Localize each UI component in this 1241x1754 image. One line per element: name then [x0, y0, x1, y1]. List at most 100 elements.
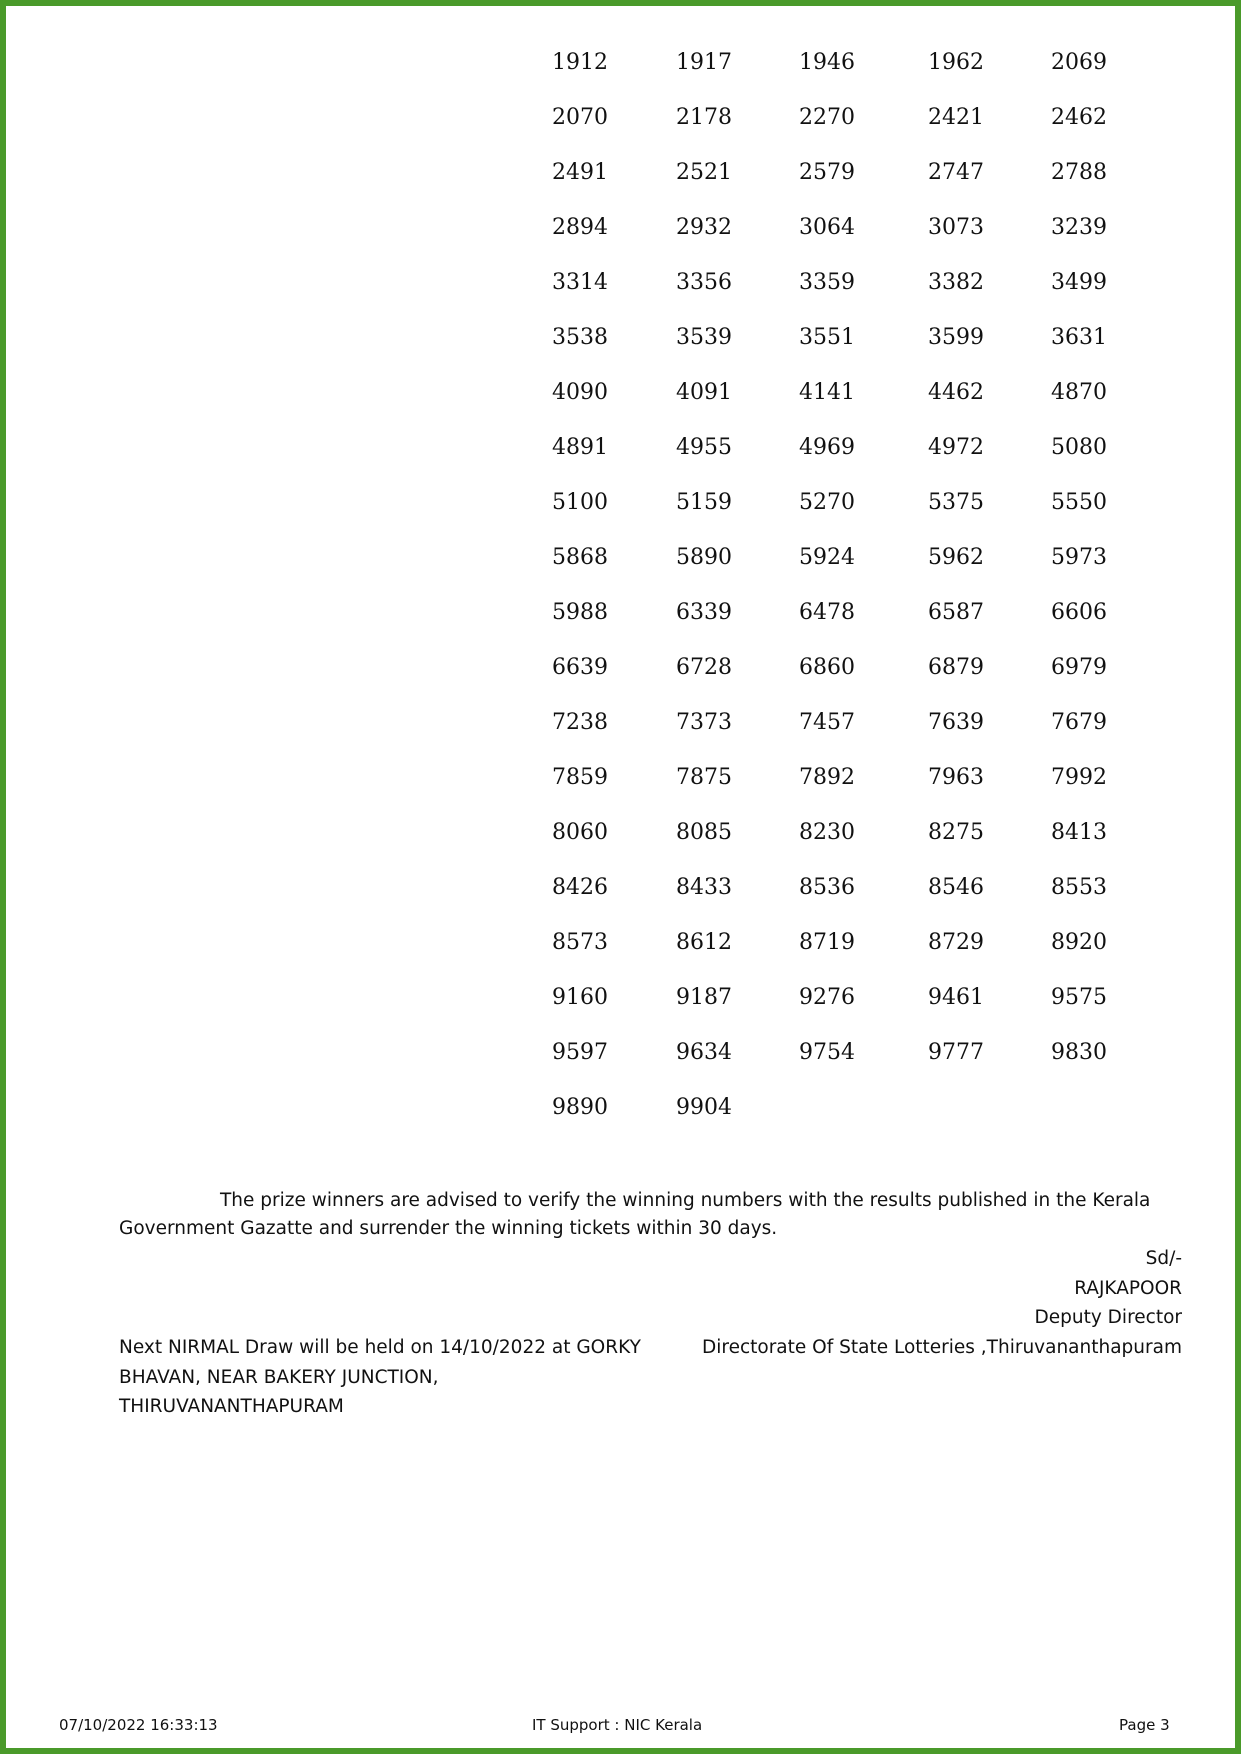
winning-number: 1946: [799, 50, 855, 75]
winning-number: 8729: [928, 930, 984, 955]
winning-number: 3073: [928, 215, 984, 240]
winning-number: 8433: [676, 875, 732, 900]
winning-number: 3359: [799, 270, 855, 295]
winning-number: 7639: [928, 710, 984, 735]
winning-number: 4969: [799, 435, 855, 460]
winning-number: 8085: [676, 820, 732, 845]
winning-number: 4870: [1051, 380, 1107, 405]
winning-number: 2932: [676, 215, 732, 240]
winning-number: 3551: [799, 325, 855, 350]
winning-number: 8573: [552, 930, 608, 955]
winning-number: 7892: [799, 765, 855, 790]
winning-number: 8536: [799, 875, 855, 900]
winning-number: 9634: [676, 1040, 732, 1065]
winning-number: 4972: [928, 435, 984, 460]
winning-number: 9160: [552, 985, 608, 1010]
winning-number: 3538: [552, 325, 608, 350]
footer-timestamp: 07/10/2022 16:33:13: [59, 1716, 218, 1734]
winning-number: 6979: [1051, 655, 1107, 680]
winning-number: 3064: [799, 215, 855, 240]
winning-number: 2491: [552, 160, 608, 185]
signatory-office: Directorate Of State Lotteries ,Thiruvan…: [701, 1337, 1182, 1358]
winning-number: 2462: [1051, 105, 1107, 130]
winning-number: 6639: [552, 655, 608, 680]
winning-number: 3539: [676, 325, 732, 350]
winning-number: 6860: [799, 655, 855, 680]
winning-number: 7238: [552, 710, 608, 735]
signatory-designation: Deputy Director: [1034, 1307, 1183, 1328]
winning-number: 4462: [928, 380, 984, 405]
winning-number: 7963: [928, 765, 984, 790]
next-draw-line-1: Next NIRMAL Draw will be held on 14/10/2…: [119, 1337, 641, 1358]
notice-line-2: Government Gazatte and surrender the win…: [119, 1218, 778, 1239]
winning-number: 7875: [676, 765, 732, 790]
winning-number: 3499: [1051, 270, 1107, 295]
winning-number: 6728: [676, 655, 732, 680]
winning-number: 2070: [552, 105, 608, 130]
winning-number: 1912: [552, 50, 608, 75]
winning-number: 8546: [928, 875, 984, 900]
next-draw-line-3: THIRUVANANTHAPURAM: [119, 1396, 344, 1417]
winning-number: 2747: [928, 160, 984, 185]
signature-sd: Sd/-: [1145, 1248, 1182, 1269]
winning-number: 5962: [928, 545, 984, 570]
winning-number: 5100: [552, 490, 608, 515]
winning-number: 3314: [552, 270, 608, 295]
winning-number: 6478: [799, 600, 855, 625]
winning-number: 6587: [928, 600, 984, 625]
winning-number: 9187: [676, 985, 732, 1010]
winning-number: 6879: [928, 655, 984, 680]
winning-number: 3356: [676, 270, 732, 295]
next-draw-line-2: BHAVAN, NEAR BAKERY JUNCTION,: [119, 1367, 439, 1388]
winning-number: 2421: [928, 105, 984, 130]
winning-number: 9597: [552, 1040, 608, 1065]
winning-number: 9904: [676, 1095, 732, 1120]
winning-number: 8426: [552, 875, 608, 900]
winning-number: 9461: [928, 985, 984, 1010]
winning-number: 2579: [799, 160, 855, 185]
winning-number: 8275: [928, 820, 984, 845]
winning-number: 2069: [1051, 50, 1107, 75]
winning-number: 9777: [928, 1040, 984, 1065]
winning-number: 9890: [552, 1095, 608, 1120]
winning-number: 1962: [928, 50, 984, 75]
winning-number: 3631: [1051, 325, 1107, 350]
winning-number: 5270: [799, 490, 855, 515]
winning-number: 8719: [799, 930, 855, 955]
winning-number: 5550: [1051, 490, 1107, 515]
winning-number: 8612: [676, 930, 732, 955]
footer-page-number: Page 3: [1119, 1716, 1170, 1734]
winning-number: 8553: [1051, 875, 1107, 900]
winning-number: 9276: [799, 985, 855, 1010]
winning-number: 4955: [676, 435, 732, 460]
winning-number: 7373: [676, 710, 732, 735]
winning-number: 2788: [1051, 160, 1107, 185]
winning-number: 3239: [1051, 215, 1107, 240]
winning-number: 8920: [1051, 930, 1107, 955]
winning-number: 9754: [799, 1040, 855, 1065]
footer-support: IT Support : NIC Kerala: [532, 1716, 703, 1734]
winning-number: 4091: [676, 380, 732, 405]
winning-number: 6606: [1051, 600, 1107, 625]
winning-number: 4891: [552, 435, 608, 460]
winning-number: 3599: [928, 325, 984, 350]
winning-number: 3382: [928, 270, 984, 295]
winning-number: 1917: [676, 50, 732, 75]
winning-number: 5890: [676, 545, 732, 570]
winning-number: 2521: [676, 160, 732, 185]
winning-number: 5924: [799, 545, 855, 570]
winning-number: 2894: [552, 215, 608, 240]
winning-number: 8413: [1051, 820, 1107, 845]
winning-number: 4141: [799, 380, 855, 405]
winning-number: 5375: [928, 490, 984, 515]
winning-number: 7679: [1051, 710, 1107, 735]
winning-number: 8230: [799, 820, 855, 845]
notice-line-1: The prize winners are advised to verify …: [220, 1190, 1151, 1211]
winning-number: 8060: [552, 820, 608, 845]
winning-number: 7992: [1051, 765, 1107, 790]
winning-number: 5973: [1051, 545, 1107, 570]
winning-number: 2270: [799, 105, 855, 130]
winning-number: 5080: [1051, 435, 1107, 460]
winning-number: 9830: [1051, 1040, 1107, 1065]
